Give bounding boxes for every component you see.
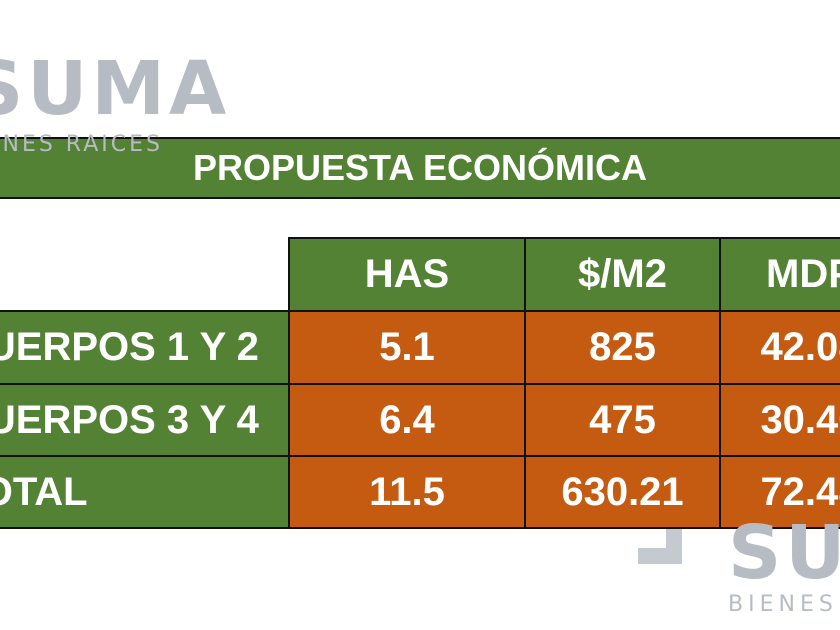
row-label: CUERPOS 1 Y 2 — [0, 310, 290, 385]
cell-text: 72.48 — [760, 469, 840, 514]
cell-text: HAS — [364, 252, 450, 296]
cell-text: 825 — [589, 325, 656, 369]
title-bar: PROPUESTA ECONÓMICA — [0, 137, 840, 199]
cell-text: 475 — [589, 397, 656, 442]
value-cell: 5.1 — [288, 310, 526, 385]
watermark-brand: SUMA — [0, 46, 231, 132]
header-cell: $/M2 — [524, 237, 721, 312]
cell-text: 5.1 — [379, 325, 435, 369]
cell-text: 30.40 — [760, 397, 840, 442]
cell-text: CUERPOS 1 Y 2 — [0, 325, 259, 369]
value-cell: 630.21 — [524, 455, 721, 529]
value-cell: 72.48 — [719, 455, 840, 529]
watermark-brand: SUMA — [728, 510, 840, 596]
value-cell: 6.4 — [288, 383, 526, 457]
cell-text: MDP — [766, 252, 840, 296]
row-label: TOTAL — [0, 455, 290, 529]
row-label: CUERPOS 3 Y 4 — [0, 383, 290, 457]
header-cell: HAS — [288, 237, 526, 312]
cell-text: 630.21 — [561, 469, 684, 514]
cell-text: $/M2 — [578, 252, 667, 296]
value-cell: 30.40 — [719, 383, 840, 457]
watermark-tagline: BIENES RAICES — [728, 592, 840, 617]
watermark-tagline: BIENES RAICES — [0, 132, 163, 157]
cell-text: 11.5 — [369, 469, 445, 514]
value-cell: 475 — [524, 383, 721, 457]
title: PROPUESTA ECONÓMICA — [192, 147, 648, 188]
value-cell: 825 — [524, 310, 721, 385]
cell-text: 42.08 — [760, 325, 840, 369]
cell-text: TOTAL — [0, 469, 88, 514]
cell-text: 6.4 — [379, 397, 435, 442]
value-cell: 42.08 — [719, 310, 840, 385]
value-cell: 11.5 — [288, 455, 526, 529]
cell-text: CUERPOS 3 Y 4 — [0, 397, 259, 442]
header-cell: MDP — [719, 237, 840, 312]
